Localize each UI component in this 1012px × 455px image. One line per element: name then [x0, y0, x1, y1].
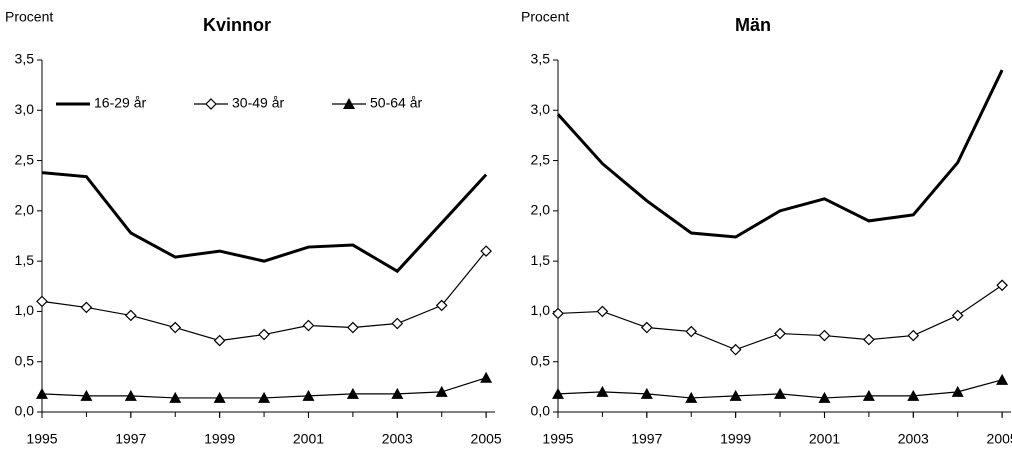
x-tick-label: 1995 — [26, 431, 57, 447]
x-tick-label: 2001 — [293, 431, 324, 447]
y-tick-label: 3,0 — [15, 101, 35, 117]
legend-label: 16-29 år — [94, 95, 146, 111]
x-tick-label: 2003 — [382, 431, 413, 447]
y-tick-label: 2,0 — [15, 202, 35, 218]
triangle-marker — [640, 387, 653, 399]
y-tick-label: 3,5 — [15, 51, 35, 67]
triangle-marker — [213, 391, 226, 403]
y-tick-label: 2,0 — [531, 202, 551, 218]
legend-marker — [343, 98, 355, 109]
triangle-marker — [774, 387, 787, 399]
diamond-marker — [169, 321, 182, 334]
triangle-marker — [552, 387, 564, 399]
triangle-marker — [685, 391, 698, 403]
x-tick-label: 1999 — [720, 431, 751, 447]
diamond-marker — [685, 325, 698, 338]
y-tick-label: 1,5 — [15, 252, 35, 268]
diamond-marker — [774, 327, 786, 340]
triangle-marker — [480, 371, 493, 383]
y-axis-label: Procent — [521, 9, 569, 25]
diamond-marker — [729, 343, 742, 356]
triangle-marker — [951, 385, 964, 397]
series-line — [41, 171, 488, 274]
diamond-marker — [951, 309, 964, 322]
diamond-marker — [480, 245, 492, 257]
x-tick-label: 1997 — [631, 431, 662, 447]
series-line — [556, 69, 1004, 239]
y-tick-label: 3,5 — [531, 51, 551, 67]
y-tick-label: 0,5 — [15, 352, 35, 368]
triangle-marker — [346, 387, 359, 399]
series-line — [557, 284, 1003, 351]
diamond-marker — [302, 319, 315, 332]
diamond-marker — [347, 321, 359, 334]
legend-marker — [205, 98, 217, 110]
chart-title: Kvinnor — [203, 15, 271, 35]
y-tick-label: 2,5 — [531, 151, 551, 167]
y-tick-label: 1,0 — [15, 302, 35, 318]
diamond-marker — [907, 329, 920, 342]
triangle-marker — [996, 373, 1009, 385]
triangle-marker — [36, 387, 48, 399]
y-axis-label: Procent — [5, 9, 53, 25]
triangle-marker — [124, 389, 137, 401]
diamond-marker — [996, 279, 1008, 292]
diamond-marker — [596, 305, 609, 318]
triangle-marker — [169, 391, 182, 403]
y-tick-label: 0,0 — [15, 403, 35, 419]
triangle-marker — [596, 385, 609, 397]
diamond-marker — [863, 333, 875, 346]
chart-title: Män — [735, 15, 771, 35]
x-tick-label: 2005 — [987, 431, 1012, 447]
y-tick-label: 1,5 — [531, 252, 551, 268]
x-tick-label: 2001 — [809, 431, 840, 447]
diamond-marker — [124, 309, 137, 322]
x-tick-label: 2003 — [898, 431, 929, 447]
y-tick-label: 1,0 — [531, 302, 551, 318]
y-tick-label: 0,5 — [531, 352, 551, 368]
x-tick-label: 1995 — [542, 431, 573, 447]
legend-label: 30-49 år — [232, 95, 284, 111]
triangle-marker — [258, 391, 271, 403]
x-tick-label: 2005 — [471, 431, 502, 447]
series-line — [41, 250, 487, 342]
diamond-marker — [36, 295, 48, 308]
y-tick-label: 0,0 — [531, 403, 551, 419]
x-tick-label: 1999 — [204, 431, 235, 447]
triangle-marker — [80, 389, 93, 401]
triangle-marker — [729, 389, 742, 401]
diamond-marker — [258, 328, 270, 341]
triangle-marker — [818, 391, 831, 403]
triangle-marker — [302, 389, 315, 401]
diamond-marker — [818, 329, 831, 342]
triangle-marker — [435, 385, 448, 397]
y-tick-label: 2,5 — [15, 151, 35, 167]
triangle-marker — [907, 389, 920, 401]
diamond-marker — [435, 299, 448, 312]
y-tick-label: 3,0 — [531, 101, 551, 117]
triangle-marker — [391, 387, 404, 399]
diamond-marker — [640, 321, 653, 334]
x-tick-label: 1997 — [115, 431, 146, 447]
diamond-marker — [80, 301, 93, 314]
legend-label: 50-64 år — [370, 95, 422, 111]
triangle-marker — [862, 389, 875, 401]
diamond-marker — [213, 334, 226, 347]
diamond-marker — [552, 307, 564, 320]
diamond-marker — [391, 317, 404, 330]
